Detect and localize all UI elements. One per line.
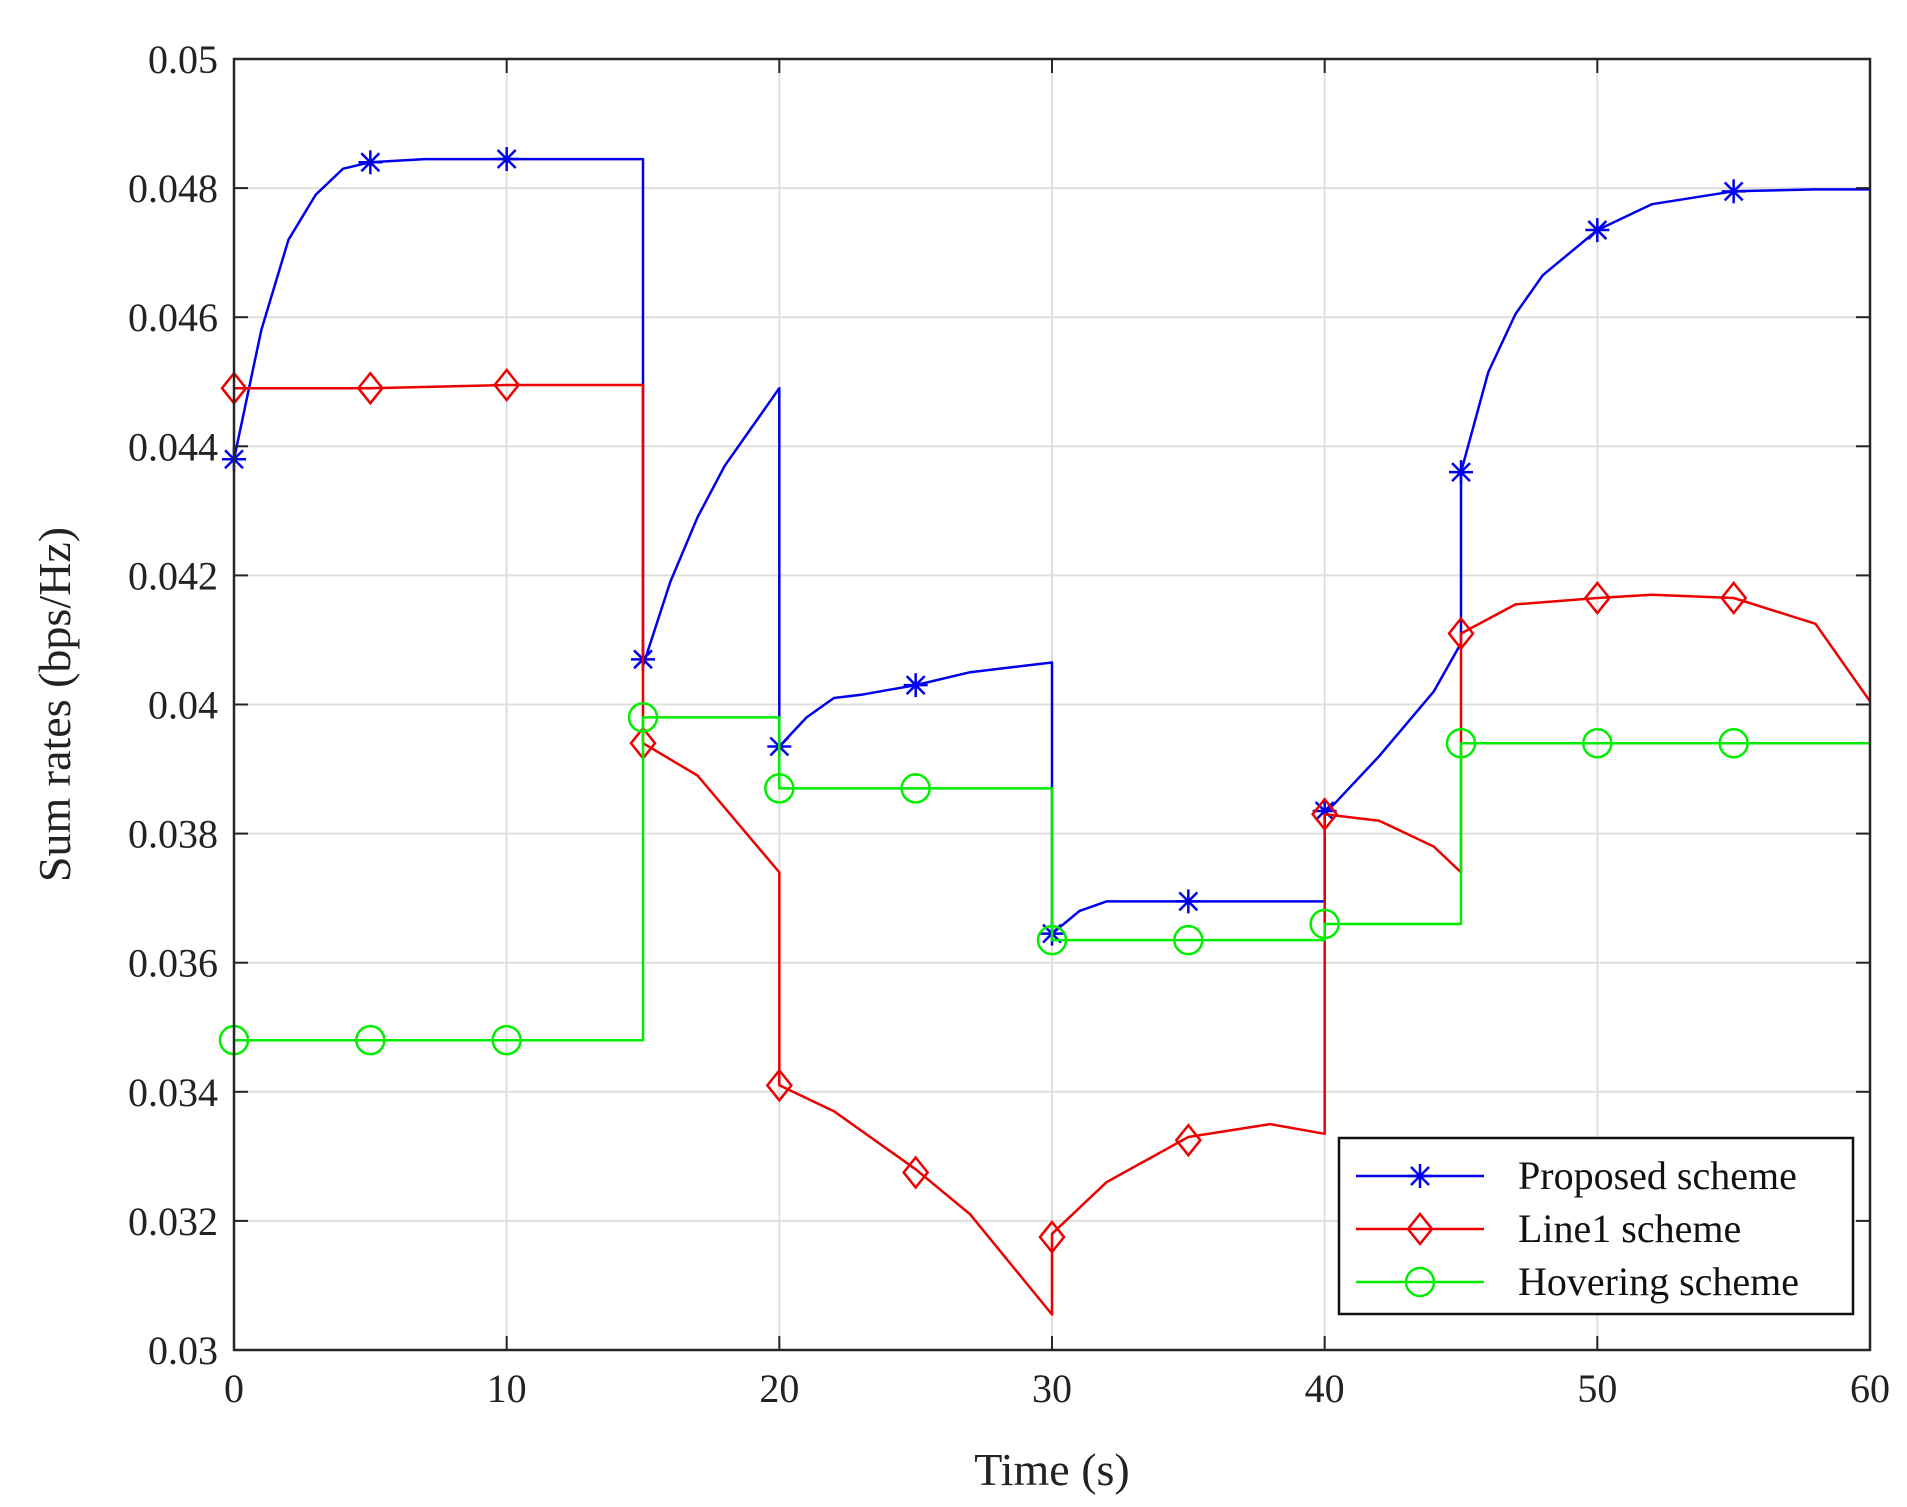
asterisk-stroke bbox=[1451, 462, 1471, 483]
data-point-marker bbox=[355, 1024, 386, 1056]
y-tick-label: 0.036 bbox=[128, 941, 218, 986]
legend-item-line1-scheme: Line1 scheme bbox=[1356, 1206, 1741, 1251]
y-tick-label: 0.044 bbox=[128, 424, 218, 469]
data-point-marker bbox=[1311, 797, 1339, 832]
legend-swatch-marker bbox=[1408, 1164, 1432, 1188]
asterisk-stroke bbox=[496, 149, 517, 169]
data-point-marker bbox=[494, 147, 519, 172]
x-axis-label: Time (s) bbox=[974, 1444, 1130, 1495]
y-tick-label: 0.032 bbox=[128, 1199, 218, 1244]
legend-label: Proposed scheme bbox=[1518, 1153, 1797, 1198]
tick-layer bbox=[233, 58, 1871, 1351]
legend-box bbox=[1337, 1136, 1855, 1316]
data-point-marker bbox=[493, 367, 521, 402]
x-tick-label: 20 bbox=[759, 1366, 799, 1411]
y-tick-label: 0.048 bbox=[128, 166, 218, 211]
data-point-marker bbox=[1720, 580, 1748, 615]
data-point-marker bbox=[1036, 924, 1068, 956]
y-tick-label: 0.05 bbox=[148, 37, 218, 82]
asterisk-stroke bbox=[1587, 220, 1608, 240]
x-tick-label: 40 bbox=[1305, 1366, 1345, 1411]
y-tick-label: 0.046 bbox=[128, 295, 218, 340]
legend-item-hovering-scheme: Hovering scheme bbox=[1356, 1259, 1799, 1304]
axis-tick-labels: 0 10 20 30 40 50 60 0.03 0.032 0.034 0.036 0.038 0.0… bbox=[128, 37, 1890, 1411]
y-axis-label: Sum rates (bps/Hz) bbox=[29, 527, 80, 882]
legend-items: Proposed scheme Line1 scheme Hovering sche… bbox=[1356, 1153, 1799, 1304]
data-point-marker bbox=[1447, 616, 1475, 651]
y-tick-label: 0.03 bbox=[148, 1328, 218, 1373]
data-point-marker bbox=[1173, 924, 1204, 956]
x-tick-label: 30 bbox=[1032, 1366, 1072, 1411]
data-point-marker bbox=[1449, 460, 1473, 485]
legend-label: Line1 scheme bbox=[1518, 1206, 1741, 1251]
y-tick-label: 0.034 bbox=[128, 1070, 218, 1115]
data-point-marker bbox=[1174, 1123, 1202, 1158]
data-point-marker bbox=[1585, 218, 1610, 243]
x-tick-label: 50 bbox=[1577, 1366, 1617, 1411]
data-point-marker bbox=[356, 371, 384, 406]
data-point-marker bbox=[1718, 727, 1749, 759]
x-tick-label: 10 bbox=[487, 1366, 527, 1411]
asterisk-stroke bbox=[360, 152, 381, 173]
data-point-marker bbox=[902, 1155, 930, 1190]
asterisk-stroke bbox=[1178, 891, 1199, 912]
data-point-marker bbox=[764, 773, 795, 804]
asterisk-stroke bbox=[1410, 1166, 1430, 1186]
asterisk-stroke bbox=[1723, 181, 1744, 202]
data-point-marker bbox=[765, 1068, 793, 1103]
series-hovering-scheme bbox=[218, 702, 1870, 1056]
data-point-marker bbox=[491, 1024, 522, 1056]
x-tick-label: 0 bbox=[224, 1366, 244, 1411]
data-point-marker bbox=[900, 773, 931, 804]
data-point-marker bbox=[358, 150, 383, 175]
series-line bbox=[234, 716, 1870, 1042]
data-point-marker bbox=[1721, 179, 1746, 204]
series-line bbox=[234, 383, 1872, 1316]
data-point-marker bbox=[1583, 580, 1611, 615]
asterisk-stroke bbox=[905, 675, 926, 696]
data-point-marker bbox=[1309, 908, 1340, 940]
data-point-marker bbox=[627, 702, 659, 733]
legend-swatch-marker bbox=[1406, 1211, 1434, 1247]
series-line bbox=[232, 157, 1870, 935]
data-point-marker bbox=[1176, 889, 1201, 914]
legend-swatch-marker bbox=[1404, 1266, 1436, 1298]
y-tick-label: 0.042 bbox=[128, 553, 218, 598]
legend-label: Hovering scheme bbox=[1518, 1259, 1799, 1304]
y-tick-label: 0.04 bbox=[148, 683, 218, 728]
data-point-marker bbox=[1445, 727, 1477, 759]
data-point-marker bbox=[1038, 1220, 1066, 1255]
data-point-marker bbox=[903, 673, 928, 698]
x-tick-label: 60 bbox=[1850, 1366, 1890, 1411]
legend-item-proposed-scheme: Proposed scheme bbox=[1356, 1153, 1797, 1198]
legend: Proposed scheme Line1 scheme Hovering sche… bbox=[1337, 1136, 1855, 1316]
data-point-marker bbox=[1582, 727, 1613, 759]
y-tick-label: 0.038 bbox=[128, 812, 218, 857]
